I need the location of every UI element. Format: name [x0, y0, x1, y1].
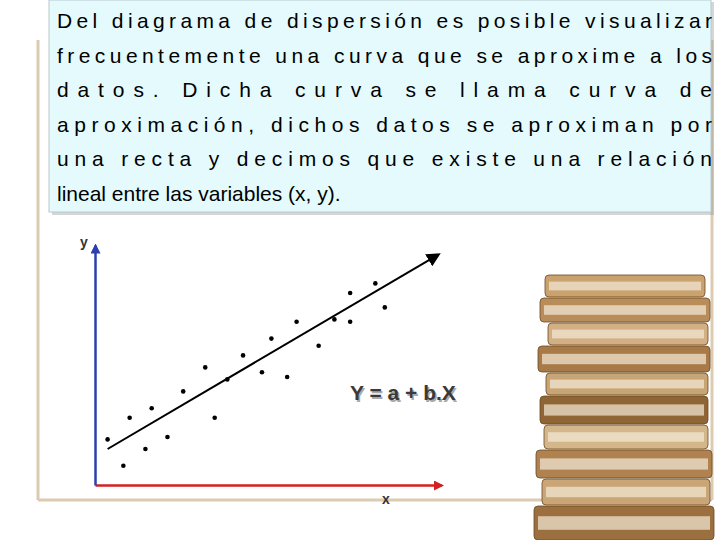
- scatter-point: [212, 416, 217, 421]
- scatter-point: [149, 406, 154, 411]
- slide: Del diagrama de dispersión es posible vi…: [0, 0, 720, 540]
- scatter-point: [165, 435, 170, 440]
- plot-area: [105, 255, 438, 469]
- book-pages: [549, 282, 701, 291]
- scatter-point: [383, 305, 388, 310]
- scatter-point: [105, 437, 110, 442]
- scatter-point: [127, 416, 132, 421]
- book: [548, 323, 708, 345]
- paragraph-line: frecuentemente una curva que se aproxime…: [57, 44, 712, 67]
- book-pages: [546, 487, 706, 497]
- scatter-point: [121, 464, 126, 469]
- book-pages: [548, 432, 704, 442]
- y-axis: [95, 246, 96, 486]
- book: [546, 373, 708, 395]
- scatter-point: [260, 370, 265, 375]
- book-pages: [542, 354, 706, 364]
- paragraph-line: Del diagrama de dispersión es posible vi…: [57, 9, 712, 32]
- x-axis-line: [96, 484, 443, 487]
- frame-line: [37, 40, 40, 500]
- y-axis-line: [94, 246, 97, 486]
- books-illustration: [534, 275, 714, 540]
- paragraph-line: aproximación, dichos datos se aproximan …: [57, 113, 712, 136]
- scatter-point: [373, 281, 378, 286]
- book: [544, 425, 708, 449]
- scatter-point: [348, 291, 353, 296]
- book-pages: [538, 516, 710, 530]
- scatter-point: [181, 389, 186, 394]
- equation: Y = a + b.X: [350, 381, 456, 404]
- book: [545, 275, 705, 297]
- scatter-point: [285, 375, 290, 380]
- book: [534, 506, 714, 540]
- book: [542, 479, 710, 505]
- book-pages: [540, 458, 708, 469]
- scatter-point: [348, 320, 353, 325]
- y-axis-label: y: [80, 234, 88, 250]
- book-pages: [544, 404, 704, 415]
- trend-line: [108, 255, 439, 449]
- x-axis: [96, 485, 443, 486]
- scatter-point: [241, 353, 246, 358]
- scatter-point: [203, 365, 208, 370]
- book: [540, 396, 708, 424]
- text-box: Del diagrama de dispersión es posible vi…: [49, 0, 714, 215]
- book: [538, 346, 710, 372]
- scatter-point: [294, 320, 299, 325]
- paragraph-line: lineal entre las variables (x, y).: [57, 182, 341, 205]
- paragraph-line: datos. Dicha curva se llama curva de: [57, 78, 712, 101]
- scatter-point: [143, 447, 148, 452]
- book-pages: [550, 380, 704, 389]
- book: [540, 298, 710, 322]
- paragraph-line: una recta y decimos que existe una relac…: [57, 147, 712, 170]
- book: [536, 450, 712, 478]
- scatter-point: [316, 344, 321, 349]
- book-pages: [552, 330, 704, 339]
- x-axis-label: x: [382, 491, 390, 507]
- book-pages: [544, 305, 706, 315]
- scatter-point: [269, 336, 274, 341]
